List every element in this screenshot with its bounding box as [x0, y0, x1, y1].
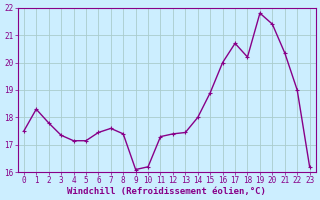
X-axis label: Windchill (Refroidissement éolien,°C): Windchill (Refroidissement éolien,°C) — [67, 187, 266, 196]
